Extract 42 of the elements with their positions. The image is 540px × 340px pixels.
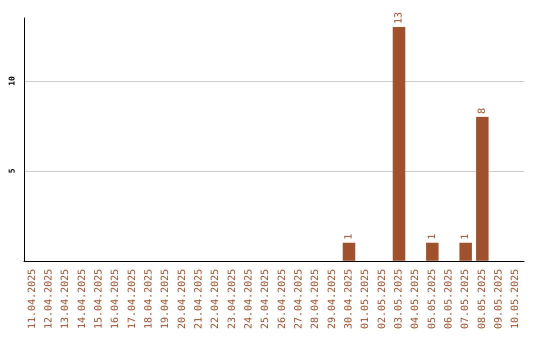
data-label: 8 (476, 108, 488, 114)
x-tick-label: 12.04.2025 (44, 268, 54, 330)
x-tick-label: 18.04.2025 (144, 268, 154, 330)
x-tick-label: 30.04.2025 (344, 268, 354, 330)
y-tick-label: 10 (8, 76, 16, 86)
x-tick-label: 07.05.2025 (460, 268, 472, 330)
data-label: 13 (394, 12, 404, 24)
x-tick-label: 08.05.2025 (476, 268, 488, 330)
x-tick-label: 29.04.2025 (326, 268, 338, 330)
x-tick-label: 14.04.2025 (76, 268, 88, 330)
x-tick-label: 13.04.2025 (60, 268, 72, 330)
bar (426, 242, 439, 261)
x-tick-label: 04.05.2025 (410, 268, 422, 330)
x-tick-label: 25.04.2025 (260, 268, 272, 330)
x-tick-label: 19.04.2025 (160, 268, 172, 330)
x-tick-label: 15.04.2025 (94, 268, 104, 330)
x-tick-label: 22.04.2025 (210, 268, 222, 330)
x-tick-label: 26.04.2025 (276, 268, 288, 330)
x-tick-label: 02.05.2025 (376, 268, 388, 330)
x-tick-label: 06.05.2025 (444, 268, 454, 330)
x-tick-label: 20.04.2025 (176, 268, 188, 330)
x-tick-label: 27.04.2025 (294, 268, 304, 330)
x-tick-label: 03.05.2025 (394, 268, 404, 330)
x-tick-label: 28.04.2025 (310, 268, 322, 330)
data-label: 1 (426, 234, 438, 240)
data-label: 1 (344, 234, 354, 240)
bar (342, 242, 356, 261)
data-label: 1 (460, 234, 472, 240)
bar (459, 242, 472, 261)
x-tick-label: 23.04.2025 (226, 268, 238, 330)
x-tick-label: 11.04.2025 (26, 268, 38, 330)
x-tick-label: 09.05.2025 (494, 268, 504, 330)
y-tick-label: 5 (8, 168, 16, 174)
x-tick-label: 05.05.2025 (426, 268, 438, 330)
x-tick-label: 24.04.2025 (244, 268, 254, 330)
x-tick-label: 01.05.2025 (360, 268, 372, 330)
x-tick-label: 16.04.2025 (110, 268, 122, 330)
bar (392, 26, 406, 261)
x-tick-label: 17.04.2025 (126, 268, 138, 330)
x-tick-label: 10.05.2025 (510, 268, 522, 330)
x-tick-label: 21.04.2025 (194, 268, 204, 330)
bar (476, 116, 489, 261)
